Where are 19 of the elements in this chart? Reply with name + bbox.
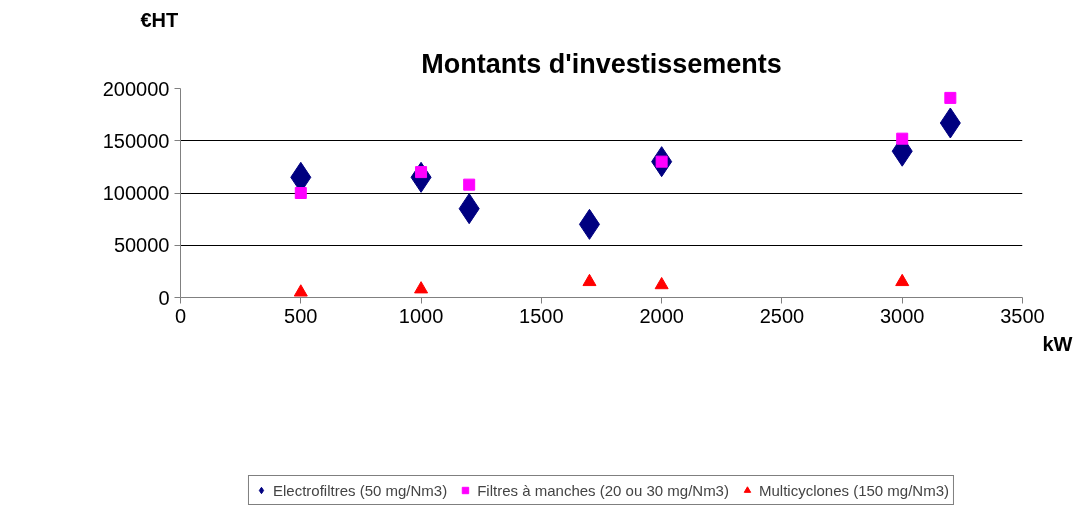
legend-label: Multicyclones (150 mg/Nm3): [758, 481, 950, 499]
x-tick-label: 3500: [1000, 304, 1045, 327]
y-tick-label: 50000: [113, 234, 170, 257]
y-tick-label: 0: [158, 286, 170, 309]
y-axis-title: €HT: [140, 8, 179, 31]
x-tick-label: 2500: [759, 304, 805, 327]
x-tick-label: 0: [174, 304, 187, 327]
legend-label: Electrofiltres (50 mg/Nm3): [272, 481, 448, 499]
x-tick-label: 1500: [519, 304, 564, 327]
x-tick-label: 2000: [639, 304, 684, 327]
legend-label: Filtres à manches (20 ou 30 mg/Nm3): [477, 481, 729, 499]
x-tick-label: 500: [284, 304, 318, 327]
x-tick-label: 3000: [879, 304, 925, 327]
chart-title: Montants d'investissements: [421, 48, 782, 79]
x-axis-title: kW: [1042, 332, 1073, 355]
y-tick-label: 200000: [102, 77, 170, 100]
y-tick-label: 150000: [102, 129, 170, 152]
x-tick-label: 1000: [398, 304, 444, 327]
y-tick-label: 100000: [102, 182, 170, 204]
